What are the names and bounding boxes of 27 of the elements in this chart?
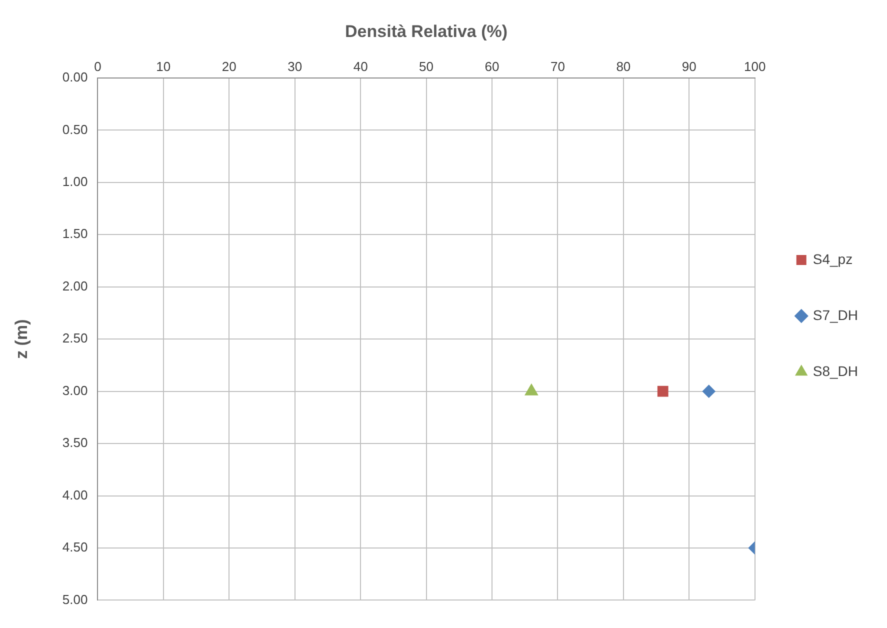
y-tick-label: 1.50 bbox=[62, 226, 88, 242]
x-tick-label: 20 bbox=[222, 58, 236, 74]
legend-label: S4_pz bbox=[812, 250, 853, 267]
legend-label: S8_DH bbox=[812, 362, 858, 379]
y-tick-label: 2.50 bbox=[62, 330, 88, 346]
y-tick-label: 0.00 bbox=[62, 70, 88, 85]
y-tick-label: 3.50 bbox=[62, 435, 88, 450]
x-tick-label: 100 bbox=[744, 58, 766, 74]
y-tick-label: 3.00 bbox=[62, 382, 88, 398]
y-tick-label: 1.00 bbox=[62, 174, 88, 190]
x-tick-label: 50 bbox=[419, 58, 434, 74]
x-tick-label: 0 bbox=[94, 58, 102, 74]
y-tick-label: 0.50 bbox=[62, 122, 88, 137]
x-tick-label: 10 bbox=[156, 58, 171, 74]
x-tick-label: 90 bbox=[682, 58, 696, 74]
y-tick-label: 4.50 bbox=[62, 540, 88, 555]
y-tick-label: 5.00 bbox=[62, 592, 88, 607]
x-tick-label: 70 bbox=[550, 58, 565, 74]
y-tick-label: 2.00 bbox=[62, 278, 88, 294]
x-tick-label: 60 bbox=[484, 58, 500, 74]
x-axis-title: Densità Relativa (%) bbox=[345, 22, 508, 41]
x-tick-label: 40 bbox=[353, 58, 368, 74]
x-tick-label: 30 bbox=[288, 58, 302, 74]
y-tick-label: 4.00 bbox=[62, 487, 88, 502]
x-tick-label: 80 bbox=[616, 58, 631, 74]
legend-label: S7_DH bbox=[812, 306, 858, 323]
y-axis-title: z (m) bbox=[12, 319, 31, 359]
